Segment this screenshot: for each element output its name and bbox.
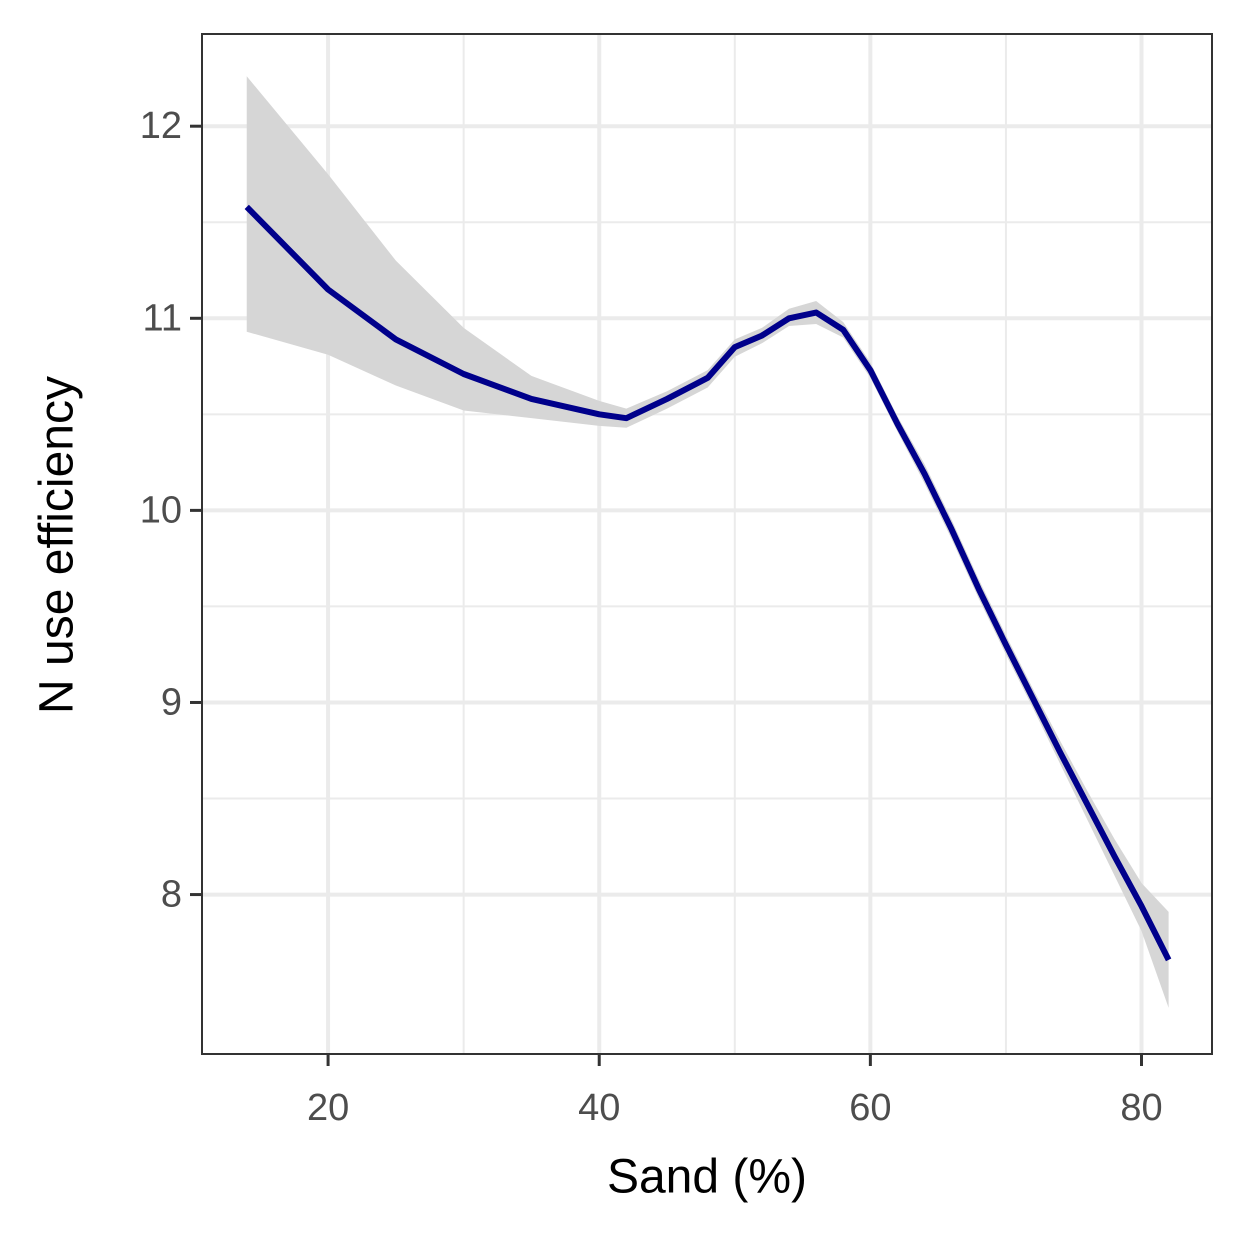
x-tick-label: 40 xyxy=(578,1087,620,1129)
y-tick-label: 12 xyxy=(140,105,182,147)
y-tick-label: 9 xyxy=(161,682,182,724)
x-tick-label: 80 xyxy=(1120,1087,1162,1129)
y-tick-label: 10 xyxy=(140,489,182,531)
line xyxy=(244,204,1172,962)
y-tick-label: 11 xyxy=(143,297,182,339)
x-tick-label: 20 xyxy=(307,1087,349,1129)
x-axis-title: Sand (%) xyxy=(607,1151,807,1204)
confidence-band xyxy=(246,76,1169,1008)
panel-border xyxy=(201,33,1213,1055)
x-tick-label: 60 xyxy=(849,1087,891,1129)
y-axis-title: N use efficiency xyxy=(31,376,84,714)
y-tick-label: 8 xyxy=(161,874,182,916)
